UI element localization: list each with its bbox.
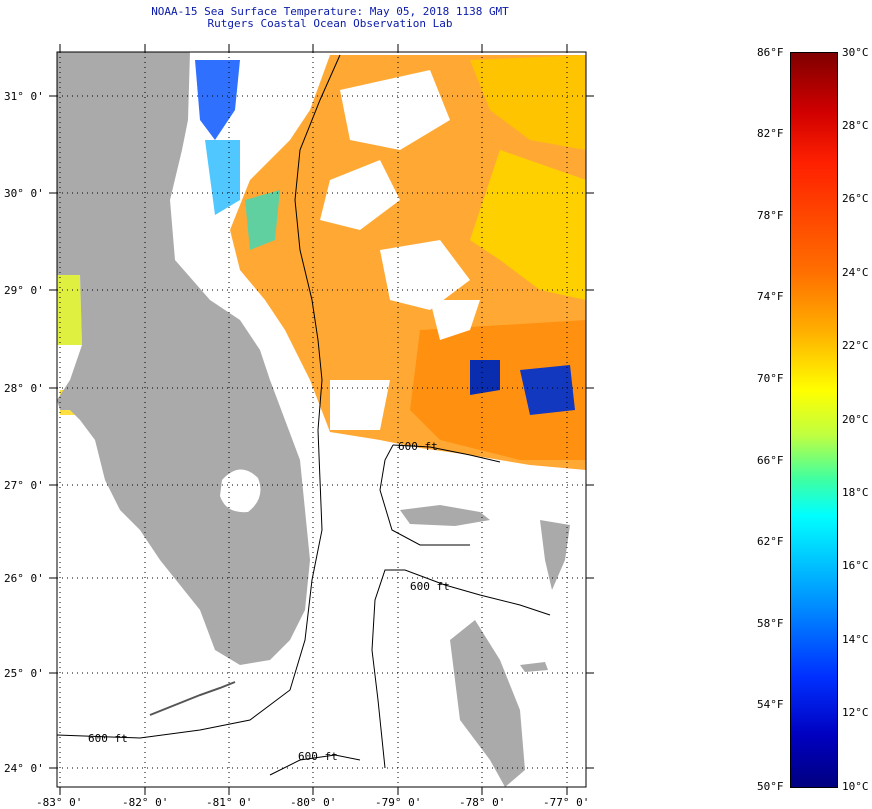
- f-label: 54°F: [757, 698, 784, 711]
- andros-island: [450, 620, 525, 787]
- c-label: 12°C: [842, 706, 869, 719]
- grand-bahama: [400, 505, 490, 526]
- c-label: 14°C: [842, 633, 869, 646]
- land: [57, 52, 570, 787]
- lat-label: 29° 0': [4, 284, 44, 297]
- f-label: 50°F: [757, 780, 784, 793]
- lon-label: -79° 0': [375, 796, 421, 809]
- axis-ticks: [49, 44, 594, 795]
- c-label: 20°C: [842, 413, 869, 426]
- c-label: 28°C: [842, 119, 869, 132]
- latitude-labels: 31° 0' 30° 0' 29° 0' 28° 0' 27° 0' 26° 0…: [4, 90, 44, 775]
- f-label: 70°F: [757, 372, 784, 385]
- f-label: 66°F: [757, 454, 784, 467]
- lat-label: 26° 0': [4, 572, 44, 585]
- lon-label: -80° 0': [290, 796, 336, 809]
- f-label: 82°F: [757, 127, 784, 140]
- f-label: 58°F: [757, 617, 784, 630]
- lon-label: -83° 0': [36, 796, 82, 809]
- lake-okeechobee: [220, 469, 261, 513]
- florida-keys: [149, 681, 236, 716]
- c-label: 26°C: [842, 192, 869, 205]
- c-label: 10°C: [842, 780, 869, 793]
- f-label: 86°F: [757, 46, 784, 59]
- isobath-label: 600 ft: [410, 580, 450, 593]
- sst-field: [57, 55, 586, 470]
- lat-label: 28° 0': [4, 382, 44, 395]
- isobath-label: 600 ft: [88, 732, 128, 745]
- lon-label: -78° 0': [459, 796, 505, 809]
- lat-label: 25° 0': [4, 667, 44, 680]
- lon-label: -81° 0': [206, 796, 252, 809]
- berry-islands: [520, 662, 548, 672]
- c-label: 24°C: [842, 266, 869, 279]
- f-label: 74°F: [757, 290, 784, 303]
- map-frame: [56, 51, 587, 788]
- graticule: [57, 52, 586, 787]
- c-label: 16°C: [842, 559, 869, 572]
- c-label: 30°C: [842, 46, 869, 59]
- c-label: 18°C: [842, 486, 869, 499]
- abaco: [540, 520, 570, 590]
- lat-label: 30° 0': [4, 187, 44, 200]
- map-canvas: 600 ft 600 ft 600 ft 600 ft: [57, 52, 586, 787]
- lat-label: 24° 0': [4, 762, 44, 775]
- longitude-labels: -83° 0' -82° 0' -81° 0' -80° 0' -79° 0' …: [36, 796, 589, 809]
- lon-label: -77° 0': [543, 796, 589, 809]
- lat-label: 27° 0': [4, 479, 44, 492]
- f-label: 62°F: [757, 535, 784, 548]
- temperature-colorbar: [790, 52, 838, 788]
- lat-label: 31° 0': [4, 90, 44, 103]
- isobaths: [57, 54, 551, 776]
- c-label: 22°C: [842, 339, 869, 352]
- lon-label: -82° 0': [122, 796, 168, 809]
- map-subtitle: Rutgers Coastal Ocean Observation Lab: [207, 17, 453, 30]
- isobath-label: 600 ft: [298, 750, 338, 763]
- f-label: 78°F: [757, 209, 784, 222]
- map-title: NOAA-15 Sea Surface Temperature: May 05,…: [151, 5, 509, 18]
- isobath-label: 600 ft: [398, 440, 438, 453]
